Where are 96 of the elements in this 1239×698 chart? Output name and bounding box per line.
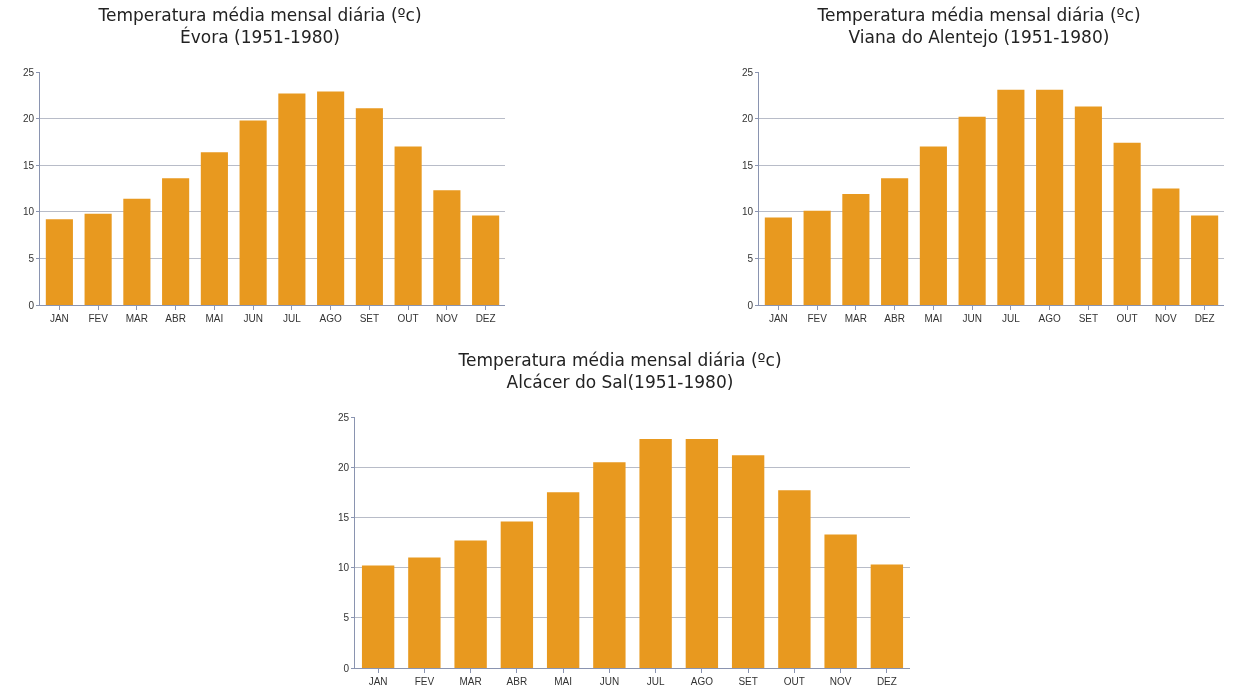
bar: [1036, 89, 1064, 305]
x-tick-label: MAI: [554, 676, 573, 687]
x-tick-label: OUT: [397, 313, 419, 324]
x-tick-label: FEV: [88, 313, 109, 324]
x-tick-label: JUN: [962, 313, 982, 324]
bar: [997, 89, 1025, 305]
bar: [45, 219, 73, 305]
bar: [919, 146, 947, 305]
y-tick-label: 25: [337, 411, 350, 423]
chart-title: Temperatura média mensal diária (ºc): [457, 350, 782, 371]
chart-title: Temperatura média mensal diária (ºc): [816, 5, 1141, 26]
x-tick-label: JUL: [646, 676, 665, 687]
x-tick-label: AGO: [319, 313, 342, 324]
x-tick-label: ABR: [884, 313, 905, 324]
bar: [842, 194, 870, 305]
bar: [355, 108, 383, 305]
x-tick-label: SET: [1078, 313, 1099, 324]
bar: [593, 462, 626, 668]
y-tick-label: 10: [741, 206, 754, 218]
y-tick-label: 5: [343, 612, 350, 624]
x-tick-label: FEV: [414, 676, 435, 687]
bar: [394, 146, 422, 305]
x-tick-label: MAI: [205, 313, 224, 324]
bar: [1152, 188, 1180, 305]
bar: [824, 534, 857, 668]
bar: [639, 439, 672, 668]
x-tick-label: NOV: [1155, 313, 1178, 324]
y-tick-label: 10: [22, 206, 35, 218]
y-tick-label: 25: [22, 66, 35, 78]
bar: [685, 439, 719, 668]
bar: [454, 540, 487, 668]
x-tick-label: JUN: [599, 676, 620, 687]
x-tick-label: SET: [738, 676, 758, 687]
chart-subtitle: Évora (1951-1980): [180, 26, 340, 48]
bar: [778, 490, 811, 668]
bar: [433, 190, 461, 305]
x-tick-label: MAR: [125, 313, 148, 324]
bar: [731, 455, 765, 668]
chart-title: Temperatura média mensal diária (ºc): [97, 5, 422, 26]
bar: [500, 521, 534, 668]
x-tick-label: MAR: [459, 676, 482, 687]
x-tick-label: JUL: [1001, 313, 1021, 324]
y-tick-label: 0: [28, 299, 35, 311]
bar: [123, 198, 151, 305]
chart-subtitle: Alcácer do Sal(1951-1980): [506, 372, 734, 393]
bar: [317, 91, 345, 305]
x-tick-label: JAN: [768, 313, 788, 324]
y-tick-label: 0: [747, 299, 754, 311]
y-tick-label: 20: [741, 113, 754, 125]
x-tick-label: DEZ: [876, 676, 897, 687]
y-tick-label: 15: [22, 159, 35, 171]
bar: [870, 564, 904, 668]
bar: [1191, 215, 1219, 305]
x-tick-label: FEV: [807, 313, 828, 324]
y-tick-label: 5: [747, 252, 754, 264]
bar: [239, 120, 267, 305]
bar: [803, 210, 831, 305]
bar: [1113, 142, 1141, 305]
bar: [764, 217, 792, 305]
x-tick-label: AGO: [1038, 313, 1061, 324]
bar: [162, 178, 190, 305]
y-tick-label: 15: [741, 159, 754, 171]
y-tick-label: 5: [28, 252, 35, 264]
bar: [200, 152, 228, 305]
bar: [1074, 106, 1102, 305]
x-tick-label: OUT: [1116, 313, 1138, 324]
x-tick-label: MAR: [844, 313, 867, 324]
y-tick-label: 10: [337, 562, 350, 574]
chart-subtitle: Viana do Alentejo (1951-1980): [848, 27, 1110, 48]
y-tick-label: 20: [337, 461, 350, 473]
x-tick-label: DEZ: [475, 313, 496, 324]
x-tick-label: AGO: [690, 676, 714, 687]
y-tick-label: 25: [741, 66, 754, 78]
bar: [278, 93, 306, 305]
y-tick-label: 20: [22, 113, 35, 125]
bar: [881, 178, 909, 305]
x-tick-label: JAN: [49, 313, 69, 324]
x-tick-label: DEZ: [1194, 313, 1215, 324]
x-tick-label: MAI: [924, 313, 943, 324]
x-tick-label: SET: [359, 313, 380, 324]
x-tick-label: NOV: [829, 676, 852, 687]
x-tick-label: ABR: [506, 676, 528, 687]
x-tick-label: JAN: [368, 676, 388, 687]
x-tick-label: NOV: [436, 313, 459, 324]
x-tick-label: JUL: [282, 313, 302, 324]
bar: [546, 492, 580, 668]
x-tick-label: JUN: [243, 313, 263, 324]
bar: [958, 116, 986, 305]
bar: [472, 215, 500, 305]
bar: [408, 557, 441, 668]
y-tick-label: 0: [343, 662, 350, 674]
bar: [361, 565, 395, 668]
bar: [84, 213, 112, 305]
x-tick-label: OUT: [783, 676, 805, 687]
x-tick-label: ABR: [165, 313, 186, 324]
y-tick-label: 15: [337, 511, 350, 523]
